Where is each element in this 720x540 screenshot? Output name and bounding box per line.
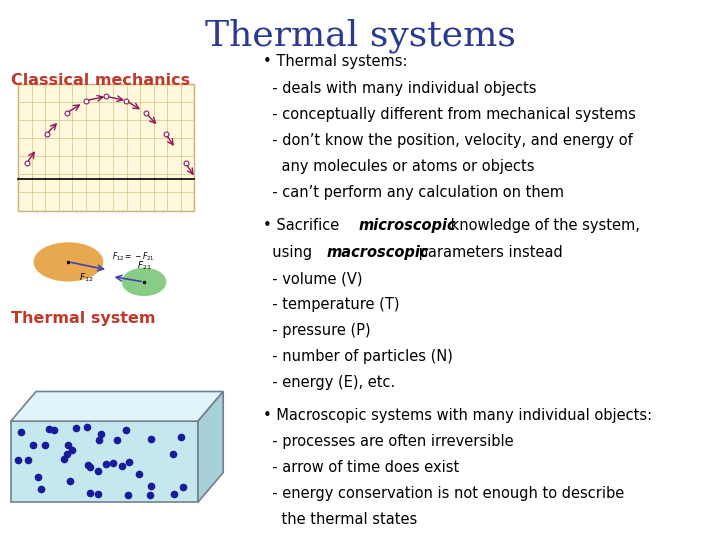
Text: $F_{21}$: $F_{21}$ — [137, 259, 151, 272]
Text: • Macroscopic systems with many individual objects:: • Macroscopic systems with many individu… — [263, 408, 652, 423]
Text: - number of particles (N): - number of particles (N) — [263, 349, 453, 364]
Ellipse shape — [35, 243, 103, 281]
Text: - deals with many individual objects: - deals with many individual objects — [263, 81, 536, 96]
Polygon shape — [11, 421, 198, 502]
Text: Thermal systems: Thermal systems — [204, 19, 516, 53]
Text: $F_{12} = -F_{21}$: $F_{12} = -F_{21}$ — [112, 250, 154, 262]
Text: • Thermal systems:: • Thermal systems: — [263, 54, 408, 69]
Text: - processes are often irreversible: - processes are often irreversible — [263, 434, 513, 449]
Text: Thermal system: Thermal system — [11, 310, 156, 326]
Polygon shape — [11, 392, 223, 421]
Text: microscopic: microscopic — [359, 218, 456, 233]
Text: - don’t know the position, velocity, and energy of: - don’t know the position, velocity, and… — [263, 133, 633, 148]
Text: • Sacrifice: • Sacrifice — [263, 218, 343, 233]
Ellipse shape — [122, 268, 166, 295]
Text: any molecules or atoms or objects: any molecules or atoms or objects — [263, 159, 534, 174]
Text: - pressure (P): - pressure (P) — [263, 323, 370, 338]
Text: $F_{12}$: $F_{12}$ — [79, 272, 94, 284]
Text: - arrow of time does exist: - arrow of time does exist — [263, 460, 459, 475]
Text: using: using — [263, 245, 317, 260]
FancyBboxPatch shape — [18, 84, 194, 211]
Text: Classical mechanics: Classical mechanics — [11, 73, 190, 88]
Text: - can’t perform any calculation on them: - can’t perform any calculation on them — [263, 185, 564, 200]
Text: the thermal states: the thermal states — [263, 512, 417, 527]
Text: macroscopic: macroscopic — [327, 245, 429, 260]
Text: - conceptually different from mechanical systems: - conceptually different from mechanical… — [263, 107, 636, 122]
Text: parameters instead: parameters instead — [415, 245, 563, 260]
Text: - temperature (T): - temperature (T) — [263, 297, 400, 312]
Text: - energy (E), etc.: - energy (E), etc. — [263, 375, 395, 390]
Polygon shape — [198, 392, 223, 502]
Text: - volume (V): - volume (V) — [263, 271, 362, 286]
Text: knowledge of the system,: knowledge of the system, — [446, 218, 640, 233]
Text: - energy conservation is not enough to describe: - energy conservation is not enough to d… — [263, 486, 624, 501]
